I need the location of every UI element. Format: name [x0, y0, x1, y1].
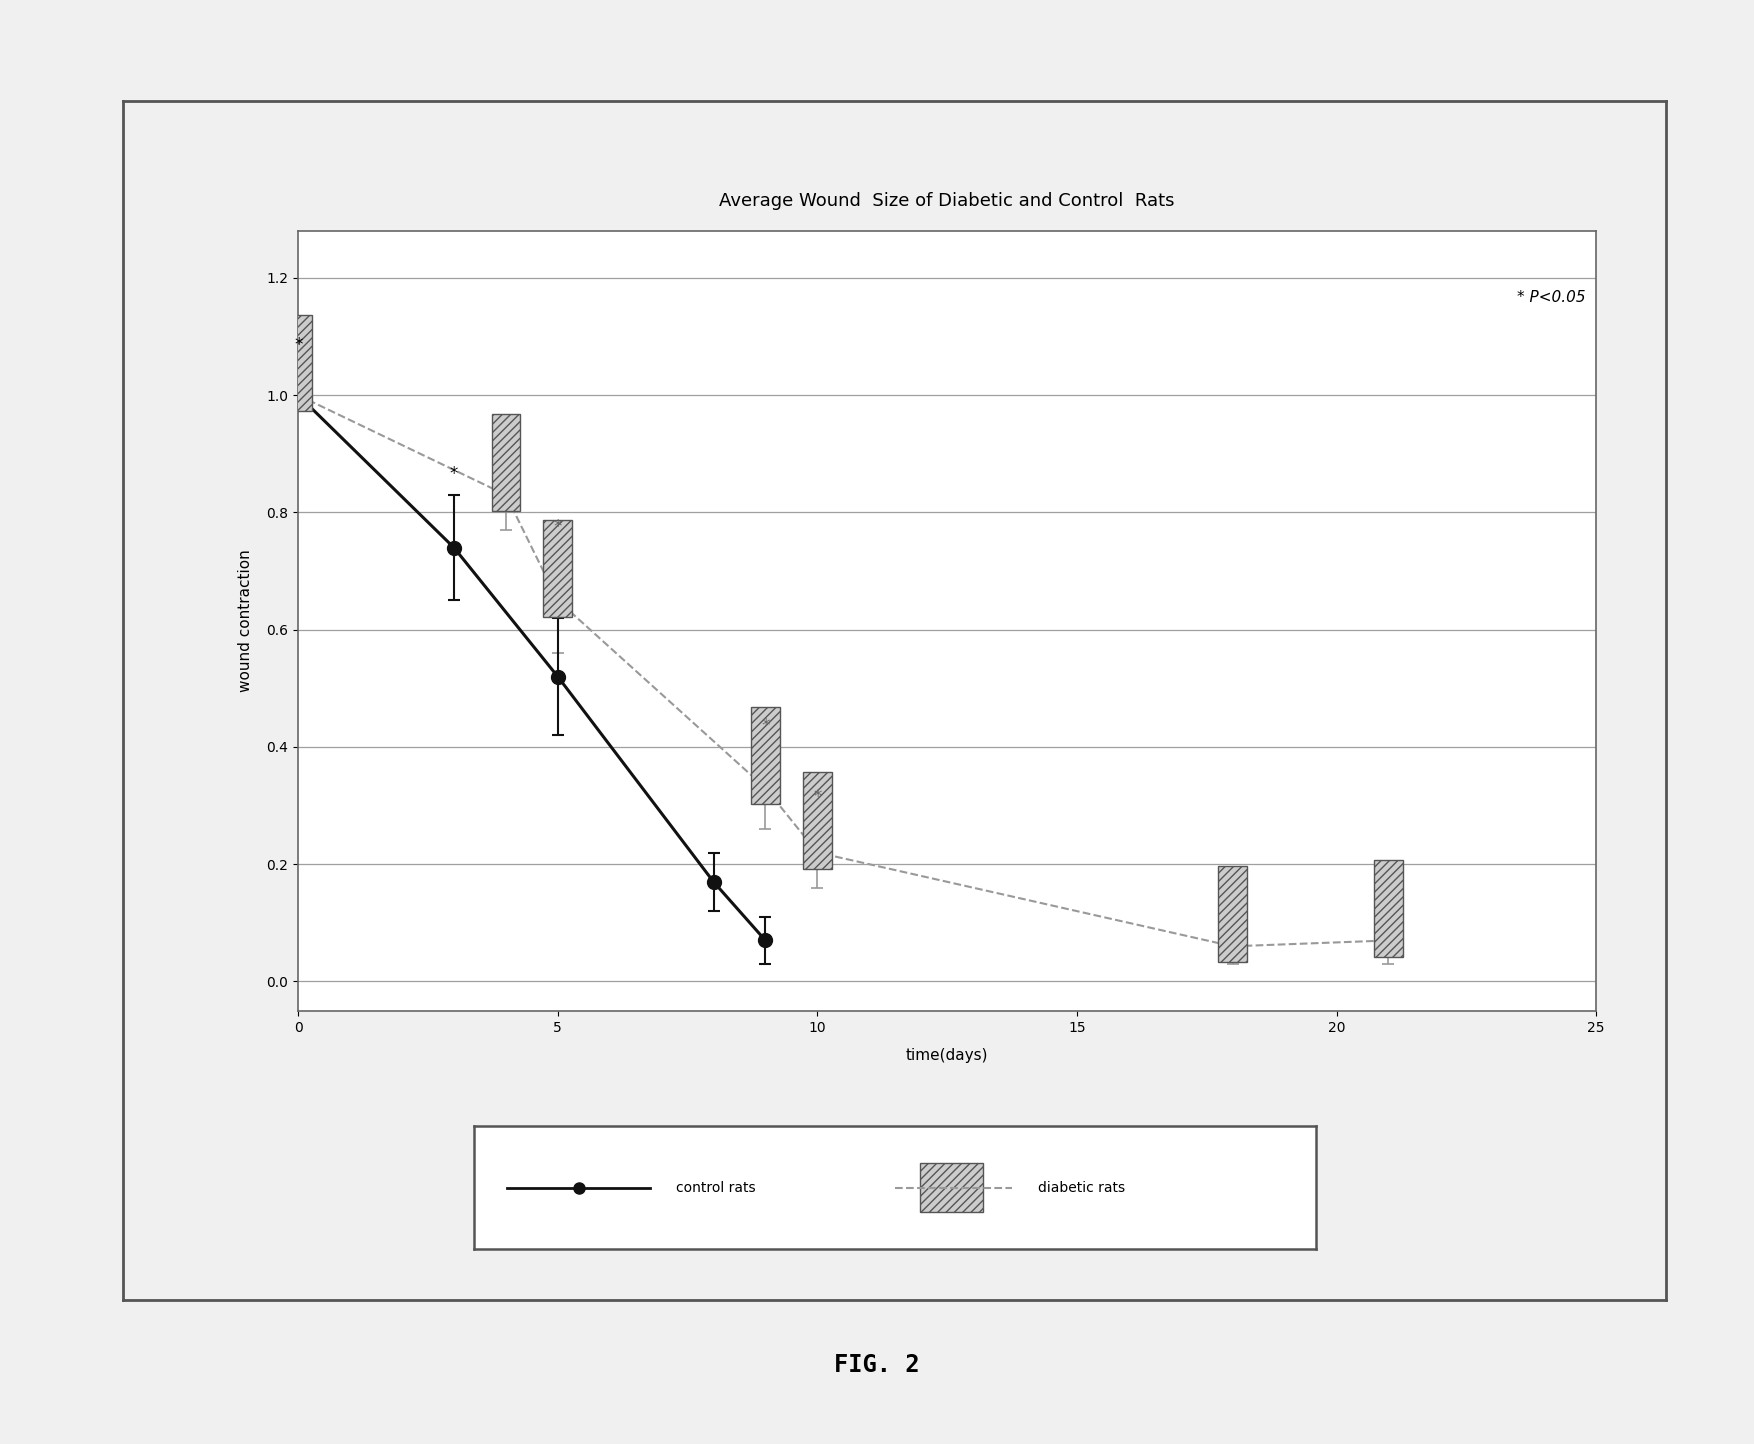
- X-axis label: time(days): time(days): [905, 1048, 989, 1063]
- Bar: [919, 1164, 982, 1212]
- Title: Average Wound  Size of Diabetic and Control  Rats: Average Wound Size of Diabetic and Contr…: [719, 192, 1175, 209]
- Bar: [1373, 859, 1403, 956]
- Text: *: *: [761, 718, 770, 735]
- Text: *: *: [449, 465, 458, 484]
- Bar: [803, 773, 831, 869]
- Text: *: *: [554, 518, 561, 536]
- Text: diabetic rats: diabetic rats: [1038, 1181, 1124, 1194]
- Bar: [544, 520, 572, 617]
- Bar: [284, 315, 312, 412]
- Text: FIG. 2: FIG. 2: [835, 1353, 919, 1376]
- Text: * P<0.05: * P<0.05: [1517, 290, 1586, 305]
- Bar: [751, 708, 781, 804]
- Text: control rats: control rats: [675, 1181, 756, 1194]
- Y-axis label: wound contraction: wound contraction: [237, 550, 253, 692]
- Text: *: *: [814, 787, 821, 806]
- Bar: [1219, 866, 1247, 963]
- Bar: [491, 414, 521, 511]
- Text: *: *: [295, 336, 302, 354]
